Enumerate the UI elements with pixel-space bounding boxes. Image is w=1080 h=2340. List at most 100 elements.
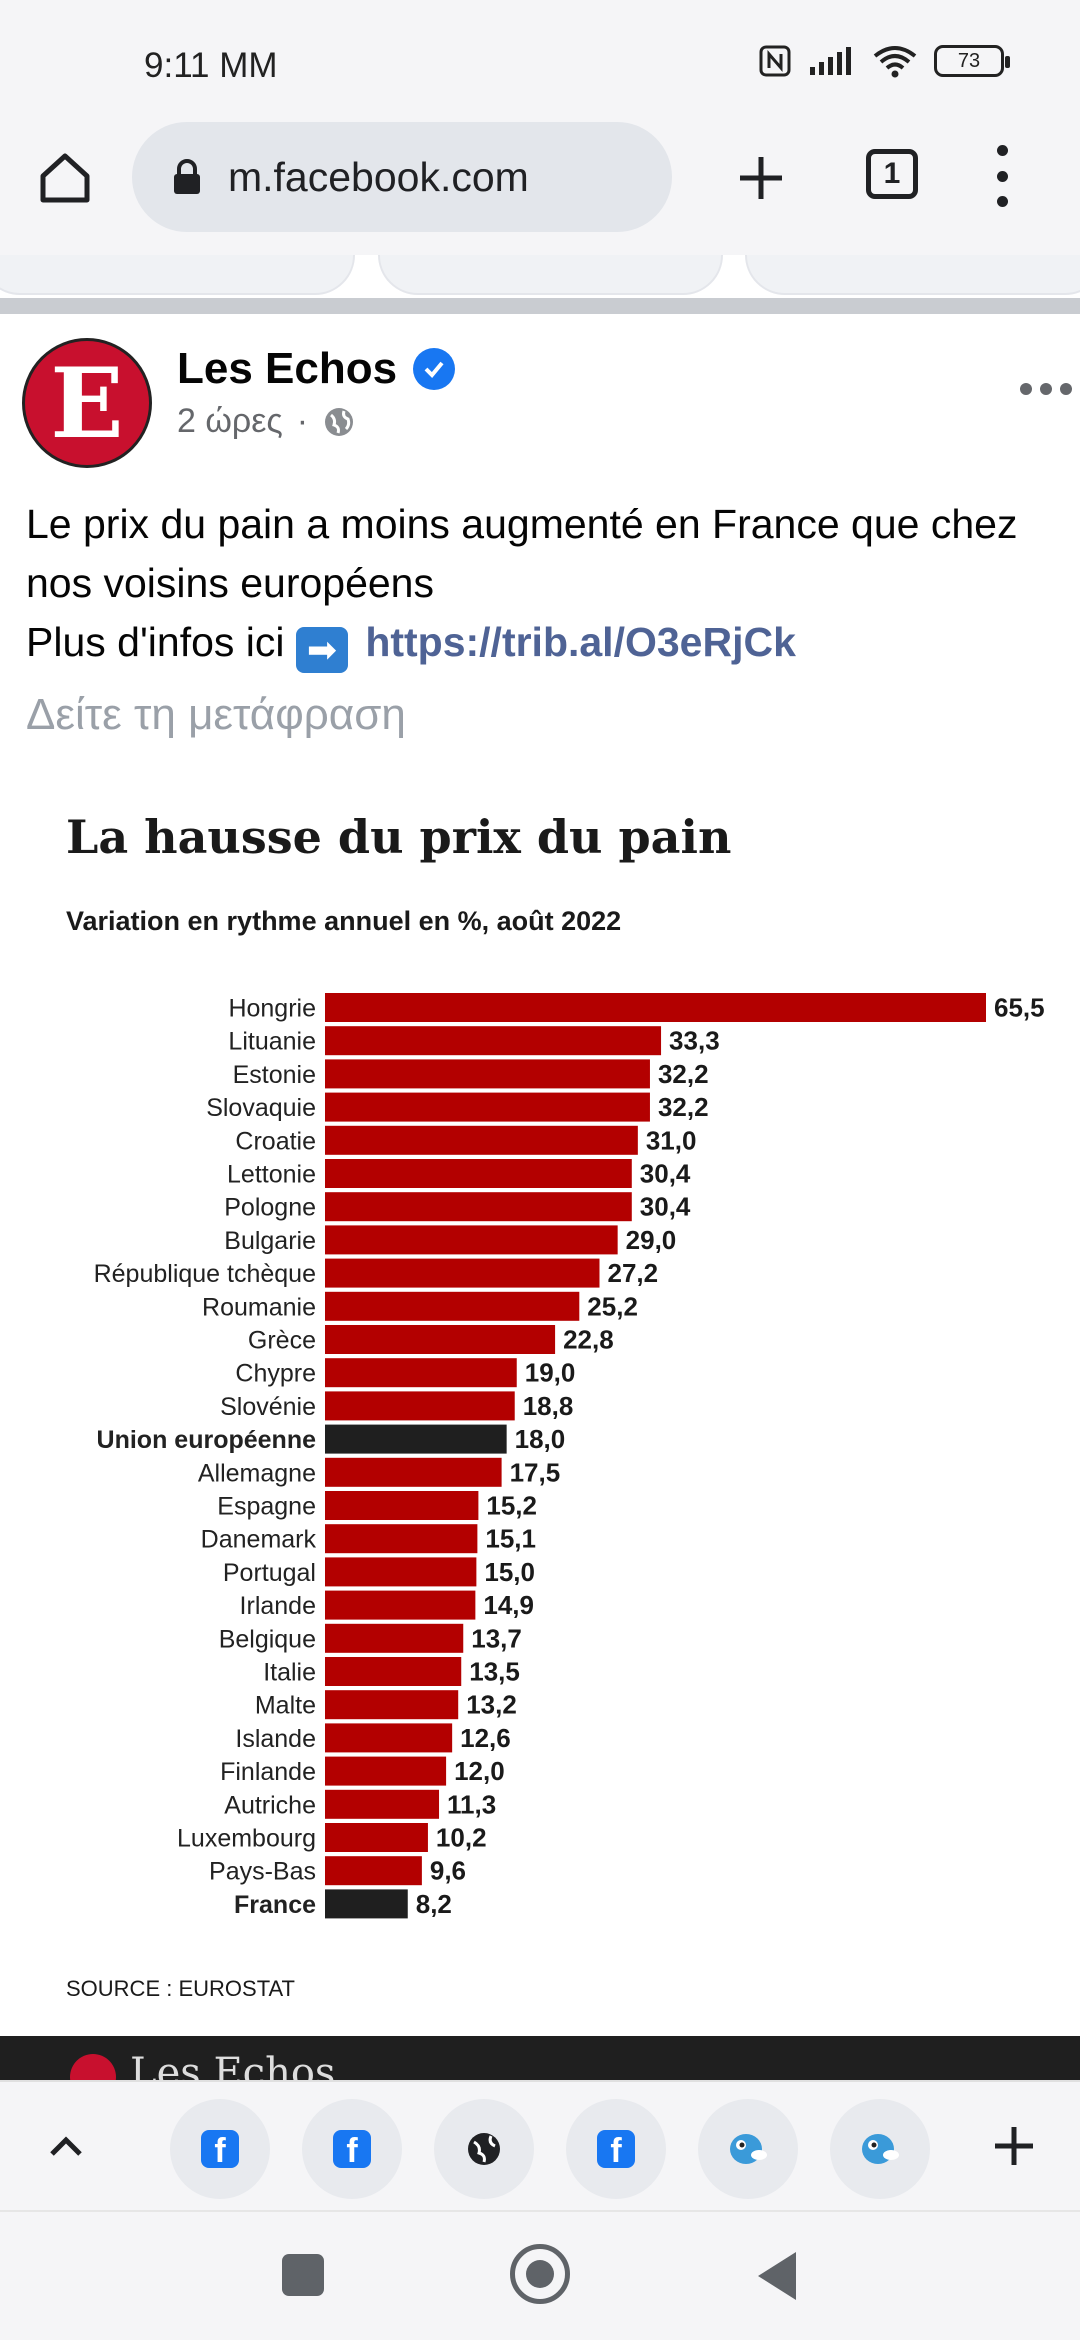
chart-bar xyxy=(325,1258,600,1288)
chart-value-label: 32,2 xyxy=(658,1092,709,1122)
chart-category-label: Union européenne xyxy=(97,1426,317,1454)
chart-value-label: 13,7 xyxy=(471,1623,522,1653)
chart-value-label: 10,2 xyxy=(436,1823,487,1853)
chart-category-label: Finlande xyxy=(220,1758,316,1786)
dot-icon xyxy=(996,145,1008,156)
plus-icon xyxy=(995,2127,1033,2165)
tab-facebook[interactable]: f xyxy=(170,2099,270,2199)
post-header: E Les Echos 2 ώρες · xyxy=(0,314,1080,474)
chart-value-label: 27,2 xyxy=(607,1258,658,1288)
chart-value-label: 15,2 xyxy=(486,1491,537,1521)
browser-menu-button[interactable] xyxy=(980,145,1024,207)
back-button[interactable] xyxy=(758,2252,796,2300)
wifi-icon xyxy=(873,46,917,78)
story-item[interactable] xyxy=(0,255,355,295)
url-text: m.facebook.com xyxy=(228,153,529,200)
les-echos-logo-icon xyxy=(70,2054,116,2080)
page-name[interactable]: Les Echos xyxy=(177,344,456,394)
post-text-prefix: Plus d'infos ici xyxy=(26,619,285,665)
status-time: 9:11 MM xyxy=(144,46,278,85)
chevron-up-icon xyxy=(50,2136,82,2156)
tab-facebook[interactable]: f xyxy=(302,2099,402,2199)
page-avatar[interactable]: E xyxy=(22,338,152,468)
dot-icon xyxy=(996,170,1008,182)
image-footer-band: Les Echos xyxy=(0,2036,1080,2080)
dot-icon xyxy=(1020,383,1032,395)
chart-category-label: Irlande xyxy=(240,1592,316,1620)
chart-category-label: Pologne xyxy=(224,1194,316,1222)
see-translation-link[interactable]: Δείτε τη μετάφραση xyxy=(26,690,406,739)
post-image-chart[interactable]: La hausse du prix du pain Variation en r… xyxy=(0,760,1080,2080)
chart-category-label: Estonie xyxy=(233,1061,316,1089)
chart-category-label: Danemark xyxy=(201,1526,317,1554)
chart-category-label: France xyxy=(234,1891,316,1919)
verified-icon xyxy=(413,348,456,390)
collapse-tabs-button[interactable] xyxy=(38,2118,94,2174)
bar-chart: Hongrie 65,5 Lituanie 33,3 Estonie 32,2 Slovaq… xyxy=(94,993,1045,1919)
chart-source: SOURCE : EUROSTAT xyxy=(66,1976,295,2001)
chart-category-label: République tchèque xyxy=(94,1260,316,1288)
chart-bar xyxy=(325,1358,517,1388)
tab-switcher-button[interactable]: 1 xyxy=(866,149,918,199)
dot-icon xyxy=(1060,383,1072,395)
tab-facebook[interactable]: f xyxy=(566,2099,666,2199)
stories-strip xyxy=(0,255,1080,300)
chart-value-label: 12,6 xyxy=(460,1723,511,1753)
browser-toolbar: m.facebook.com 1 xyxy=(0,115,1080,255)
chart-bar xyxy=(325,1391,515,1421)
post-text: Le prix du pain a moins augmenté en Fran… xyxy=(26,495,1056,673)
post-meta: 2 ώρες · xyxy=(177,402,356,441)
chart-bar xyxy=(325,1491,479,1520)
recents-button[interactable] xyxy=(282,2254,324,2296)
status-bar: 9:11 MM 73 xyxy=(0,0,1080,115)
chart-value-label: 25,2 xyxy=(587,1291,638,1321)
battery-icon: 73 xyxy=(934,45,1010,77)
chart-category-label: Roumanie xyxy=(202,1293,316,1321)
tab-site[interactable] xyxy=(698,2099,798,2199)
meta-separator: · xyxy=(296,402,309,440)
chart-bar xyxy=(325,1623,464,1653)
chart-bar xyxy=(325,1690,459,1720)
post-time[interactable]: 2 ώρες xyxy=(177,402,283,440)
chart-bar xyxy=(325,1590,476,1620)
chart-value-label: 9,6 xyxy=(430,1856,466,1886)
chart-value-label: 12,0 xyxy=(454,1756,505,1786)
chart-value-label: 31,0 xyxy=(646,1125,697,1155)
chart-category-label: Portugal xyxy=(223,1559,316,1587)
chart-bar xyxy=(325,1524,478,1554)
chart-value-label: 11,3 xyxy=(447,1789,496,1819)
status-icons: 73 xyxy=(758,44,1010,78)
chart-category-label: Hongrie xyxy=(228,995,316,1023)
post-text-line1: Le prix du pain a moins augmenté en Fran… xyxy=(26,501,1018,606)
tab-site[interactable] xyxy=(830,2099,930,2199)
facebook-icon: f xyxy=(201,2130,239,2168)
add-tab-button[interactable] xyxy=(986,2118,1042,2174)
chart-value-label: 30,4 xyxy=(640,1192,691,1222)
tab-web[interactable] xyxy=(434,2099,534,2199)
home-icon xyxy=(40,153,90,203)
story-item[interactable] xyxy=(745,255,1080,295)
chart-category-label: Lituanie xyxy=(228,1028,316,1056)
chart-bar xyxy=(325,1789,440,1819)
post-text-line2: Plus d'infos ici ➡ https://trib.al/O3eRj… xyxy=(26,613,1056,673)
chart-value-label: 14,9 xyxy=(483,1590,534,1620)
new-tab-button[interactable] xyxy=(730,147,792,209)
dot-icon xyxy=(996,196,1008,207)
nfc-icon xyxy=(759,45,791,77)
post-link[interactable]: https://trib.al/O3eRjCk xyxy=(365,619,796,665)
system-home-button[interactable] xyxy=(510,2244,570,2304)
chart-value-label: 18,0 xyxy=(515,1424,566,1454)
chart-category-label: Chypre xyxy=(235,1360,316,1388)
chart-bar xyxy=(325,1657,462,1686)
globe-icon xyxy=(468,2133,500,2165)
chart-bar xyxy=(325,1159,632,1188)
address-bar[interactable]: m.facebook.com xyxy=(132,122,672,232)
chart-category-label: Slovénie xyxy=(220,1393,316,1421)
story-item[interactable] xyxy=(378,255,723,295)
post-options-button[interactable] xyxy=(1020,374,1080,404)
chart-value-label: 30,4 xyxy=(640,1159,691,1189)
home-button[interactable] xyxy=(34,147,96,209)
chart-bar xyxy=(325,1457,502,1487)
chart-category-label: Croatie xyxy=(235,1127,316,1155)
home-circle-icon xyxy=(526,2260,554,2288)
